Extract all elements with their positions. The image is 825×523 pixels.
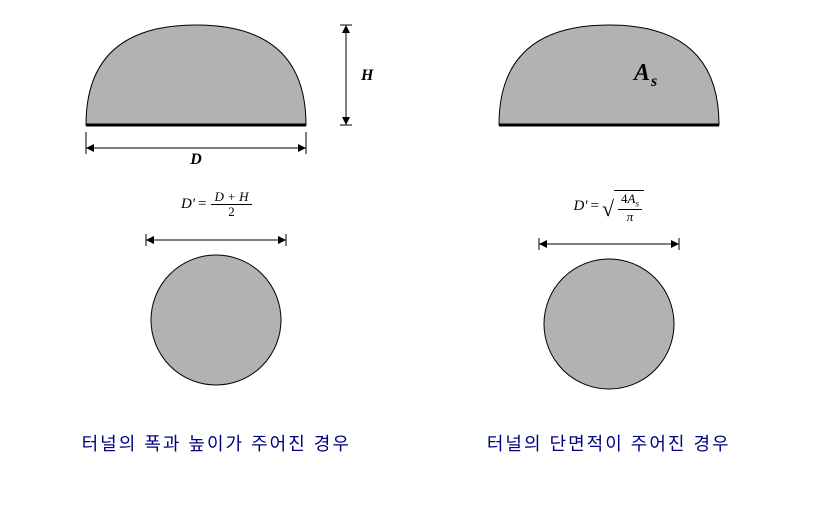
left-formula-den: 2 [211, 205, 251, 219]
left-dome-group: D H [20, 20, 413, 160]
diagram-container: D H D' = D + H 2 [20, 20, 805, 456]
right-circle-group: D' = √ 4As π [413, 190, 806, 390]
as-label-s: s [650, 73, 657, 90]
right-dome-svg: A s [469, 20, 749, 165]
right-formula-eq: = [591, 198, 599, 215]
right-formula-den: π [618, 210, 642, 224]
right-formula: D' = √ 4As π [573, 190, 644, 224]
h-arrow-head-top [342, 25, 350, 33]
right-formula-s: s [636, 199, 640, 209]
right-dome-group: A s [413, 20, 806, 160]
right-formula-frac: 4As π [618, 192, 642, 224]
right-circle-shape [544, 259, 674, 389]
right-formula-lhs: D' [573, 198, 587, 215]
right-circle-arrow-head-r [671, 240, 679, 248]
left-column: D H D' = D + H 2 [20, 20, 413, 456]
left-caption: 터널의 폭과 높이가 주어진 경우 [82, 430, 351, 456]
left-dome-shape [86, 25, 306, 125]
right-dome-shape [499, 25, 719, 125]
left-formula-num: D + H [211, 190, 251, 205]
h-arrow-head-bottom [342, 117, 350, 125]
left-formula-eq: = [198, 196, 206, 213]
right-caption: 터널의 단면적이 주어진 경우 [487, 430, 731, 456]
d-arrow-head-right [298, 144, 306, 152]
as-label-a: A [632, 60, 650, 86]
right-circle-svg [509, 229, 709, 390]
d-arrow-head-left [86, 144, 94, 152]
h-label: H [360, 67, 374, 84]
left-circle-shape [151, 255, 281, 385]
d-label: D [189, 151, 202, 165]
left-circle-group: D' = D + H 2 [20, 190, 413, 390]
right-formula-A: A [628, 191, 636, 206]
left-circle-arrow-head-l [146, 236, 154, 244]
sqrt-sign-icon: √ [602, 198, 614, 220]
left-circle-arrow-head-r [278, 236, 286, 244]
right-column: A s D' = √ 4As π [413, 20, 806, 456]
left-dome-svg: D H [46, 20, 386, 165]
right-formula-num: 4As [618, 192, 642, 210]
right-circle-arrow-head-l [539, 240, 547, 248]
left-formula: D' = D + H 2 [181, 190, 252, 220]
right-formula-sqrt: √ 4As π [602, 190, 644, 224]
left-formula-frac: D + H 2 [211, 190, 251, 220]
right-formula-sqrt-body: 4As π [614, 190, 644, 224]
left-circle-svg [116, 225, 316, 390]
left-formula-lhs: D' [181, 196, 195, 213]
